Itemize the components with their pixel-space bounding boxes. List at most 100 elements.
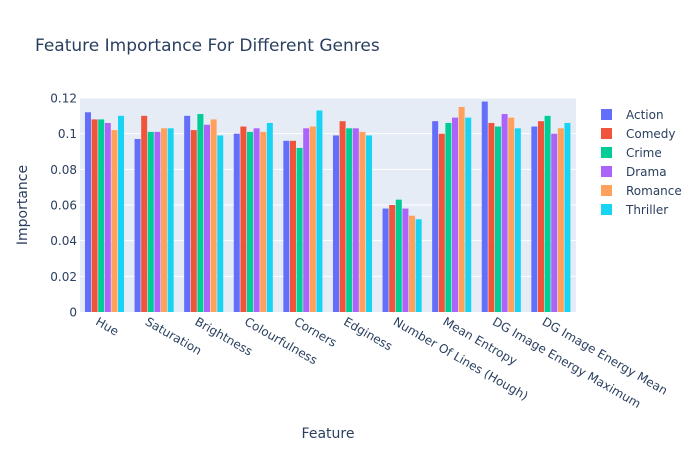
bar-comedy-4[interactable] bbox=[240, 126, 247, 313]
bar-comedy-10[interactable] bbox=[537, 121, 544, 312]
legend-item-thriller[interactable]: Thriller bbox=[601, 203, 668, 217]
legend-item-drama[interactable]: Drama bbox=[601, 165, 667, 179]
bar-crime-5[interactable] bbox=[296, 147, 303, 312]
bar-thriller-6[interactable] bbox=[366, 135, 373, 312]
legend-item-action[interactable]: Action bbox=[601, 108, 664, 122]
bar-group bbox=[283, 110, 323, 313]
bar-drama-4[interactable] bbox=[253, 128, 260, 312]
x-axis-title: Feature bbox=[302, 426, 355, 442]
bar-romance-7[interactable] bbox=[409, 215, 416, 312]
bar-action-3[interactable] bbox=[184, 115, 191, 312]
legend-item-comedy[interactable]: Comedy bbox=[601, 127, 676, 141]
bar-group bbox=[134, 115, 174, 312]
bar-thriller-10[interactable] bbox=[564, 122, 571, 312]
bar-comedy-8[interactable] bbox=[438, 133, 445, 312]
bar-action-10[interactable] bbox=[531, 126, 538, 313]
bar-group bbox=[332, 121, 373, 312]
legend-swatch bbox=[601, 128, 612, 139]
bar-drama-1[interactable] bbox=[104, 122, 111, 312]
bar-action-2[interactable] bbox=[134, 139, 141, 312]
bar-drama-2[interactable] bbox=[154, 131, 161, 312]
bar-comedy-6[interactable] bbox=[339, 121, 346, 312]
x-tick-label: Edginess bbox=[341, 314, 394, 353]
bar-crime-4[interactable] bbox=[246, 131, 253, 312]
bar-action-5[interactable] bbox=[283, 140, 290, 312]
bar-crime-7[interactable] bbox=[395, 199, 402, 312]
bar-drama-8[interactable] bbox=[452, 117, 459, 312]
bar-comedy-9[interactable] bbox=[488, 122, 495, 312]
bar-romance-4[interactable] bbox=[260, 131, 267, 312]
bar-crime-9[interactable] bbox=[494, 126, 501, 313]
bar-drama-5[interactable] bbox=[303, 128, 310, 312]
legend-item-romance[interactable]: Romance bbox=[601, 184, 682, 198]
bar-group bbox=[481, 101, 521, 313]
bar-drama-6[interactable] bbox=[352, 128, 359, 312]
bar-drama-9[interactable] bbox=[501, 114, 508, 312]
bar-thriller-9[interactable] bbox=[514, 128, 521, 312]
bar-drama-3[interactable] bbox=[204, 124, 211, 312]
bar-comedy-7[interactable] bbox=[389, 205, 396, 312]
bar-romance-8[interactable] bbox=[458, 106, 465, 313]
bar-crime-2[interactable] bbox=[147, 131, 154, 312]
bar-romance-3[interactable] bbox=[210, 119, 217, 313]
bar-group bbox=[531, 115, 571, 313]
legend-swatch bbox=[601, 204, 612, 215]
bar-group bbox=[184, 114, 224, 313]
bar-thriller-3[interactable] bbox=[217, 135, 224, 312]
bar-group bbox=[233, 122, 273, 313]
y-tick-label: 0.04 bbox=[50, 234, 77, 248]
bar-crime-8[interactable] bbox=[445, 122, 452, 312]
legend-swatch bbox=[601, 166, 612, 177]
x-tick-label: Hue bbox=[93, 314, 121, 338]
bar-romance-2[interactable] bbox=[161, 128, 168, 312]
bar-thriller-1[interactable] bbox=[118, 115, 125, 312]
legend-swatch bbox=[601, 109, 612, 120]
bar-action-4[interactable] bbox=[233, 133, 240, 312]
legend[interactable]: Action Comedy Crime Drama Romance Thriller bbox=[601, 108, 682, 217]
bar-drama-10[interactable] bbox=[551, 133, 558, 312]
bar-comedy-1[interactable] bbox=[91, 119, 98, 313]
y-tick-label: 0 bbox=[69, 306, 77, 320]
bar-thriller-5[interactable] bbox=[316, 110, 323, 312]
legend-label: Crime bbox=[626, 146, 662, 160]
bar-action-8[interactable] bbox=[432, 121, 439, 312]
legend-label: Thriller bbox=[625, 203, 668, 217]
y-tick-label: 0.06 bbox=[50, 199, 77, 213]
bar-action-1[interactable] bbox=[84, 112, 91, 313]
bar-crime-1[interactable] bbox=[98, 119, 105, 313]
bar-crime-3[interactable] bbox=[197, 114, 204, 312]
bar-thriller-2[interactable] bbox=[167, 128, 174, 312]
y-tick-label: 0.02 bbox=[50, 270, 77, 284]
legend-label: Romance bbox=[626, 184, 682, 198]
bar-crime-10[interactable] bbox=[544, 115, 551, 312]
bar-action-7[interactable] bbox=[382, 208, 389, 312]
legend-label: Action bbox=[626, 108, 664, 122]
bar-group bbox=[432, 106, 472, 313]
bar-romance-1[interactable] bbox=[111, 130, 118, 312]
bar-thriller-8[interactable] bbox=[465, 117, 472, 312]
bar-romance-5[interactable] bbox=[309, 126, 316, 313]
bar-romance-9[interactable] bbox=[508, 117, 515, 312]
bar-thriller-4[interactable] bbox=[266, 122, 273, 312]
bar-thriller-7[interactable] bbox=[415, 219, 422, 312]
bar-drama-7[interactable] bbox=[402, 208, 409, 312]
legend-item-crime[interactable]: Crime bbox=[601, 146, 662, 160]
bar-action-6[interactable] bbox=[332, 135, 339, 312]
bar-romance-6[interactable] bbox=[359, 131, 366, 312]
y-tick-label: 0.12 bbox=[50, 92, 77, 106]
y-tick-label: 0.1 bbox=[58, 127, 77, 141]
legend-swatch bbox=[601, 185, 612, 196]
bar-group bbox=[84, 112, 125, 313]
y-axis-title: Importance bbox=[15, 165, 31, 245]
bar-comedy-2[interactable] bbox=[141, 115, 148, 312]
bar-comedy-3[interactable] bbox=[190, 130, 197, 312]
y-tick-label: 0.08 bbox=[50, 163, 77, 177]
bar-group bbox=[382, 199, 422, 312]
bar-romance-10[interactable] bbox=[557, 128, 564, 312]
bar-crime-6[interactable] bbox=[346, 128, 353, 312]
bar-comedy-5[interactable] bbox=[289, 140, 296, 312]
legend-label: Comedy bbox=[626, 127, 676, 141]
bar-action-9[interactable] bbox=[481, 101, 488, 312]
